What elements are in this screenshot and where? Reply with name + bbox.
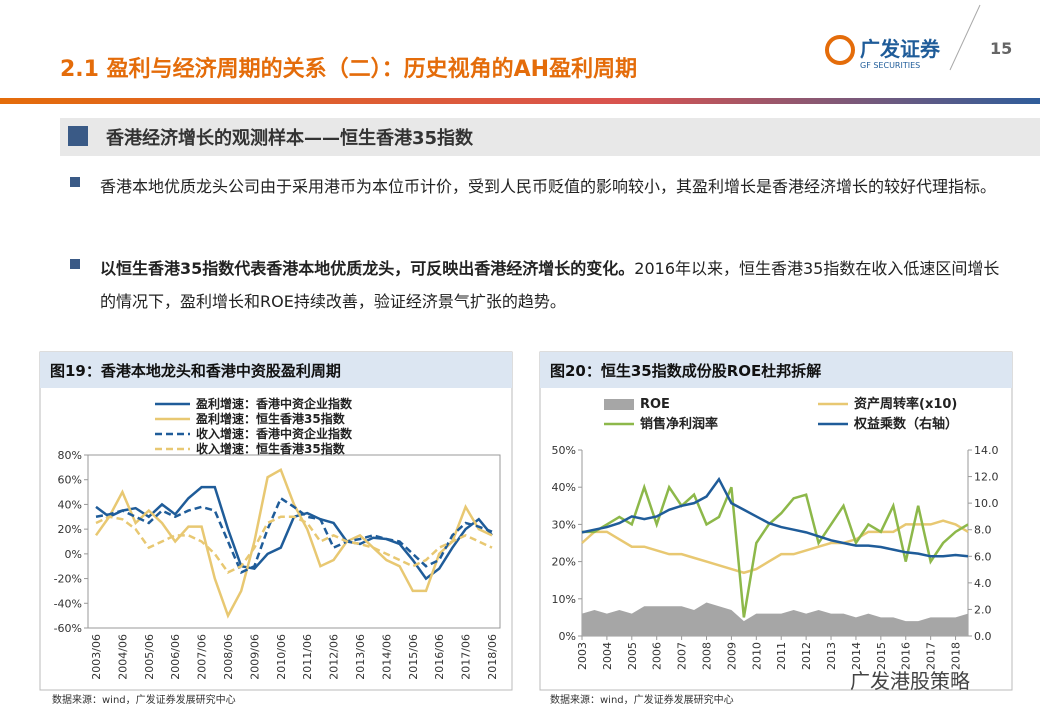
logo-sub: GF SECURITIES xyxy=(860,61,920,70)
bullet-icon xyxy=(70,259,80,269)
legend-label: 资产周转率(x10) xyxy=(854,396,957,412)
y2-tick-label: 2.0 xyxy=(974,603,992,616)
chart-title: 图19：香港本地龙头和香港中资股盈利周期 xyxy=(50,362,341,380)
x-tick-label: 2013 xyxy=(825,642,838,670)
x-tick-label: 2012/06 xyxy=(328,634,341,680)
legend-label: 收入增速：恒生香港35指数 xyxy=(196,441,346,456)
y-tick-label: 40% xyxy=(552,481,576,494)
y2-tick-label: 6.0 xyxy=(974,550,992,563)
x-tick-label: 2008 xyxy=(701,642,714,670)
x-tick-label: 2007 xyxy=(676,642,689,670)
section-icon xyxy=(68,126,88,146)
x-tick-label: 2015 xyxy=(875,642,888,670)
y-tick-label: 40% xyxy=(58,498,82,511)
x-tick-label: 2018 xyxy=(950,642,963,670)
y-tick-label: 20% xyxy=(58,523,82,536)
x-tick-label: 2013/06 xyxy=(354,634,367,680)
line xyxy=(94,468,493,619)
line xyxy=(95,515,493,574)
legend-swatch xyxy=(604,399,634,410)
panel-title-bar xyxy=(40,352,512,388)
x-tick-label: 2006/06 xyxy=(169,634,182,680)
divider xyxy=(949,4,981,71)
slide-title: 2.1 盈利与经济周期的关系（二）：历史视角的AH盈利周期 xyxy=(60,56,637,82)
y-tick-label: 0% xyxy=(559,630,576,643)
x-tick-label: 2011/06 xyxy=(301,634,314,680)
bullet-list: 香港本地优质龙头公司由于采用港币为本位币计价，受到人民币贬值的影响较小，其盈利增… xyxy=(100,170,1010,318)
bullet-icon xyxy=(70,177,80,187)
y-tick-label: 80% xyxy=(58,449,82,462)
legend-label: 盈利增速：恒生香港35指数 xyxy=(195,411,346,426)
legend-label: 盈利增速：香港中资企业指数 xyxy=(195,396,353,411)
x-tick-label: 2010/06 xyxy=(275,634,288,680)
x-tick-label: 2017/06 xyxy=(460,634,473,680)
section-title: 香港经济增长的观测样本——恒生香港35指数 xyxy=(105,127,474,149)
x-tick-label: 2003/06 xyxy=(90,634,103,680)
x-tick-label: 2005 xyxy=(626,642,639,670)
bullet-text: 2016年以来，恒生香港35指数在收入低速区间增长的情况下，盈利增长和ROE持续… xyxy=(100,259,1000,311)
bullet: 香港本地优质龙头公司由于采用港币为本位币计价，受到人民币贬值的影响较小，其盈利增… xyxy=(100,177,997,196)
header-bar xyxy=(0,98,1040,104)
x-tick-label: 2005/06 xyxy=(143,634,156,680)
legend-label: ROE xyxy=(640,397,670,412)
panel xyxy=(39,351,513,691)
source: 数据来源：wind，广发证券发展研究中心 xyxy=(550,693,734,706)
x-tick-label: 2004/06 xyxy=(116,634,129,680)
x-tick-label: 2006 xyxy=(651,642,664,670)
chart-title: 图20：恒生35指数成份股ROE杜邦拆解 xyxy=(550,362,821,380)
legend-label: 收入增速：香港中资企业指数 xyxy=(196,426,353,441)
y2-tick-label: 0.0 xyxy=(974,630,992,643)
x-tick-label: 2008/06 xyxy=(222,634,235,680)
x-tick-label: 2004 xyxy=(601,642,614,670)
y2-tick-label: 10.0 xyxy=(974,497,999,510)
x-tick-label: 2010 xyxy=(750,642,763,670)
x-tick-label: 2007/06 xyxy=(196,634,209,680)
legend-label: 权益乘数（右轴） xyxy=(853,416,958,432)
area xyxy=(582,602,968,636)
y-tick-label: 50% xyxy=(552,444,576,457)
x-tick-label: 2015/06 xyxy=(407,634,420,680)
plot-frame xyxy=(87,454,501,629)
x-tick-label: 2017 xyxy=(925,642,938,670)
x-tick-label: 2014/06 xyxy=(380,634,393,680)
bullet: 以恒生香港35指数代表香港本地优质龙头，可反映出香港经济增长的变化。2016年以… xyxy=(100,252,1010,318)
y2-tick-label: 4.0 xyxy=(974,577,992,590)
legend-label: 销售净利润率 xyxy=(640,416,718,432)
y-tick-label: -20% xyxy=(54,573,82,586)
line xyxy=(581,519,969,575)
y2-tick-label: 14.0 xyxy=(974,444,999,457)
y-tick-label: 20% xyxy=(552,556,576,569)
y-tick-label: 10% xyxy=(552,593,576,606)
line xyxy=(581,476,969,558)
x-tick-label: 2009 xyxy=(725,642,738,670)
line xyxy=(95,496,493,575)
y2-tick-label: 8.0 xyxy=(974,524,992,537)
x-tick-label: 2003 xyxy=(576,642,589,670)
x-tick-label: 2016/06 xyxy=(433,634,446,680)
y-tick-label: 30% xyxy=(552,518,576,531)
source: 数据来源：wind，广发证券发展研究中心 xyxy=(52,693,236,706)
x-tick-label: 2014 xyxy=(850,642,863,670)
watermark: 广发港股策略 xyxy=(850,669,970,693)
x-tick-label: 2009/06 xyxy=(248,634,261,680)
section-box xyxy=(60,118,1040,156)
x-tick-label: 2018/06 xyxy=(486,634,499,680)
x-tick-label: 2016 xyxy=(900,642,913,670)
bullet-bold: 以恒生香港35指数代表香港本地优质龙头，可反映出香港经济增长的变化。 xyxy=(100,259,635,278)
y-tick-label: 60% xyxy=(58,474,82,487)
x-tick-label: 2012 xyxy=(800,642,813,670)
y-tick-label: -60% xyxy=(54,622,82,635)
panel-title-bar xyxy=(540,352,1012,388)
logo: 广发证券 xyxy=(860,37,941,61)
x-tick-label: 2011 xyxy=(775,642,788,670)
page-number: 15 xyxy=(990,39,1012,58)
y-tick-label: 0% xyxy=(65,548,82,561)
y-tick-label: -40% xyxy=(54,597,82,610)
logo-icon xyxy=(825,35,855,65)
y2-tick-label: 12.0 xyxy=(974,471,999,484)
